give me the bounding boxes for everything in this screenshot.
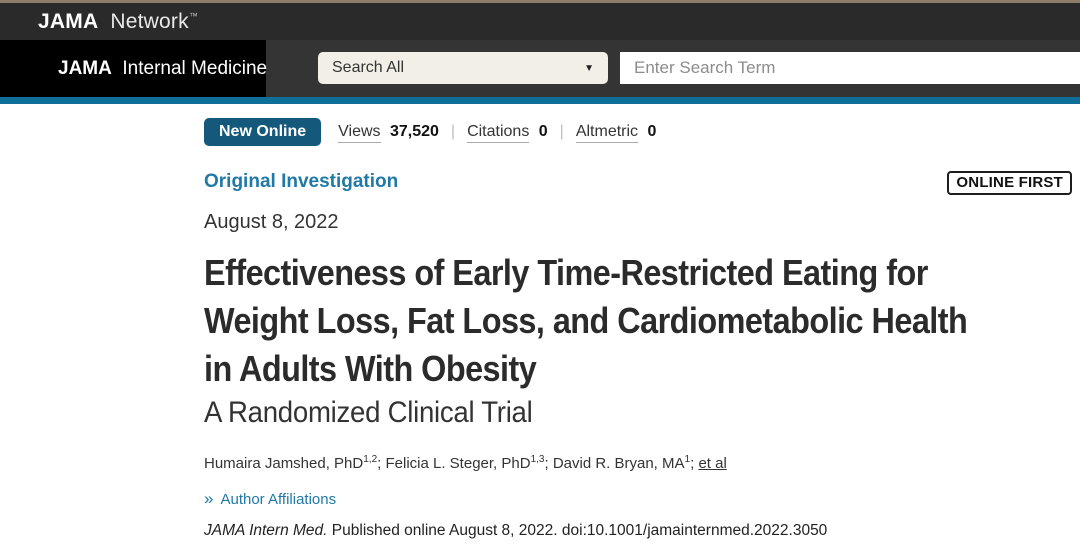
chevron-down-icon: ▼ <box>584 62 594 74</box>
badge-metrics-row: New Online Views 37,520 | Citations 0 | … <box>204 117 1072 147</box>
article-category-link[interactable]: Original Investigation <box>204 171 399 192</box>
search-input[interactable] <box>620 52 1080 84</box>
journal-title-bold: JAMA <box>58 57 112 79</box>
logo-rest-text: Network <box>110 9 189 33</box>
journal-title-rest: Internal Medicine <box>122 57 268 79</box>
citation-line: JAMA Intern Med. Published online August… <box>204 522 1072 540</box>
search-scope-label: Search All <box>332 59 405 76</box>
journal-search-band: JAMA Internal Medicine Search All ▼ <box>0 40 1080 97</box>
article-header: New Online Views 37,520 | Citations 0 | … <box>0 104 1080 540</box>
views-metric-link[interactable]: Views 37,520 <box>338 123 439 143</box>
author-name: Humaira Jamshed, PhD1,2; <box>204 454 386 472</box>
authors-line: Humaira Jamshed, PhD1,2; Felicia L. Steg… <box>204 454 1072 472</box>
online-first-badge: ONLINE FIRST <box>947 171 1072 195</box>
author-affiliations-label: Author Affiliations <box>220 490 337 508</box>
title-line: Effectiveness of Early Time-Restricted E… <box>204 252 928 293</box>
network-header: JAMA Network™ <box>0 3 1080 40</box>
author-affiliations-link[interactable]: » Author Affiliations <box>204 489 1072 509</box>
altmetric-metric-link[interactable]: Altmetric 0 <box>575 123 656 143</box>
logo-bold-text: JAMA <box>38 9 99 33</box>
jama-network-logo[interactable]: JAMA Network™ <box>38 10 198 34</box>
metric-separator: | <box>559 123 564 140</box>
search-scope-dropdown[interactable]: Search All ▼ <box>318 52 608 84</box>
new-online-badge: New Online <box>204 118 322 146</box>
top-accent-strip <box>0 0 1080 3</box>
article-metrics: Views 37,520 | Citations 0 | Altmetric 0 <box>338 123 656 143</box>
blue-divider-rule <box>0 97 1080 104</box>
article-title: Effectiveness of Early Time-Restricted E… <box>204 249 1050 393</box>
author-name: David R. Bryan, MA1; <box>552 454 699 472</box>
trademark-mark: ™ <box>188 10 199 21</box>
category-row: Original Investigation ONLINE FIRST <box>204 171 1072 195</box>
et-al-link[interactable]: et al <box>698 455 727 472</box>
metric-separator: | <box>450 123 456 140</box>
title-line: in Adults With Obesity <box>204 348 537 389</box>
publication-date: August 8, 2022 <box>204 211 339 233</box>
author-name: Felicia L. Steger, PhD1,3; <box>385 454 553 472</box>
title-line: Weight Loss, Fat Loss, and Cardiometabol… <box>204 300 968 341</box>
citation-rest: Published online August 8, 2022. doi:10.… <box>327 522 828 539</box>
journal-title-link[interactable]: JAMA Internal Medicine <box>58 58 267 80</box>
journal-box: JAMA Internal Medicine <box>0 40 267 97</box>
article-subtitle: A Randomized Clinical Trial <box>204 396 533 429</box>
citation-journal: JAMA Intern Med. <box>204 522 328 539</box>
citations-metric-link[interactable]: Citations 0 <box>467 123 548 143</box>
double-chevron-icon: » <box>204 489 214 508</box>
